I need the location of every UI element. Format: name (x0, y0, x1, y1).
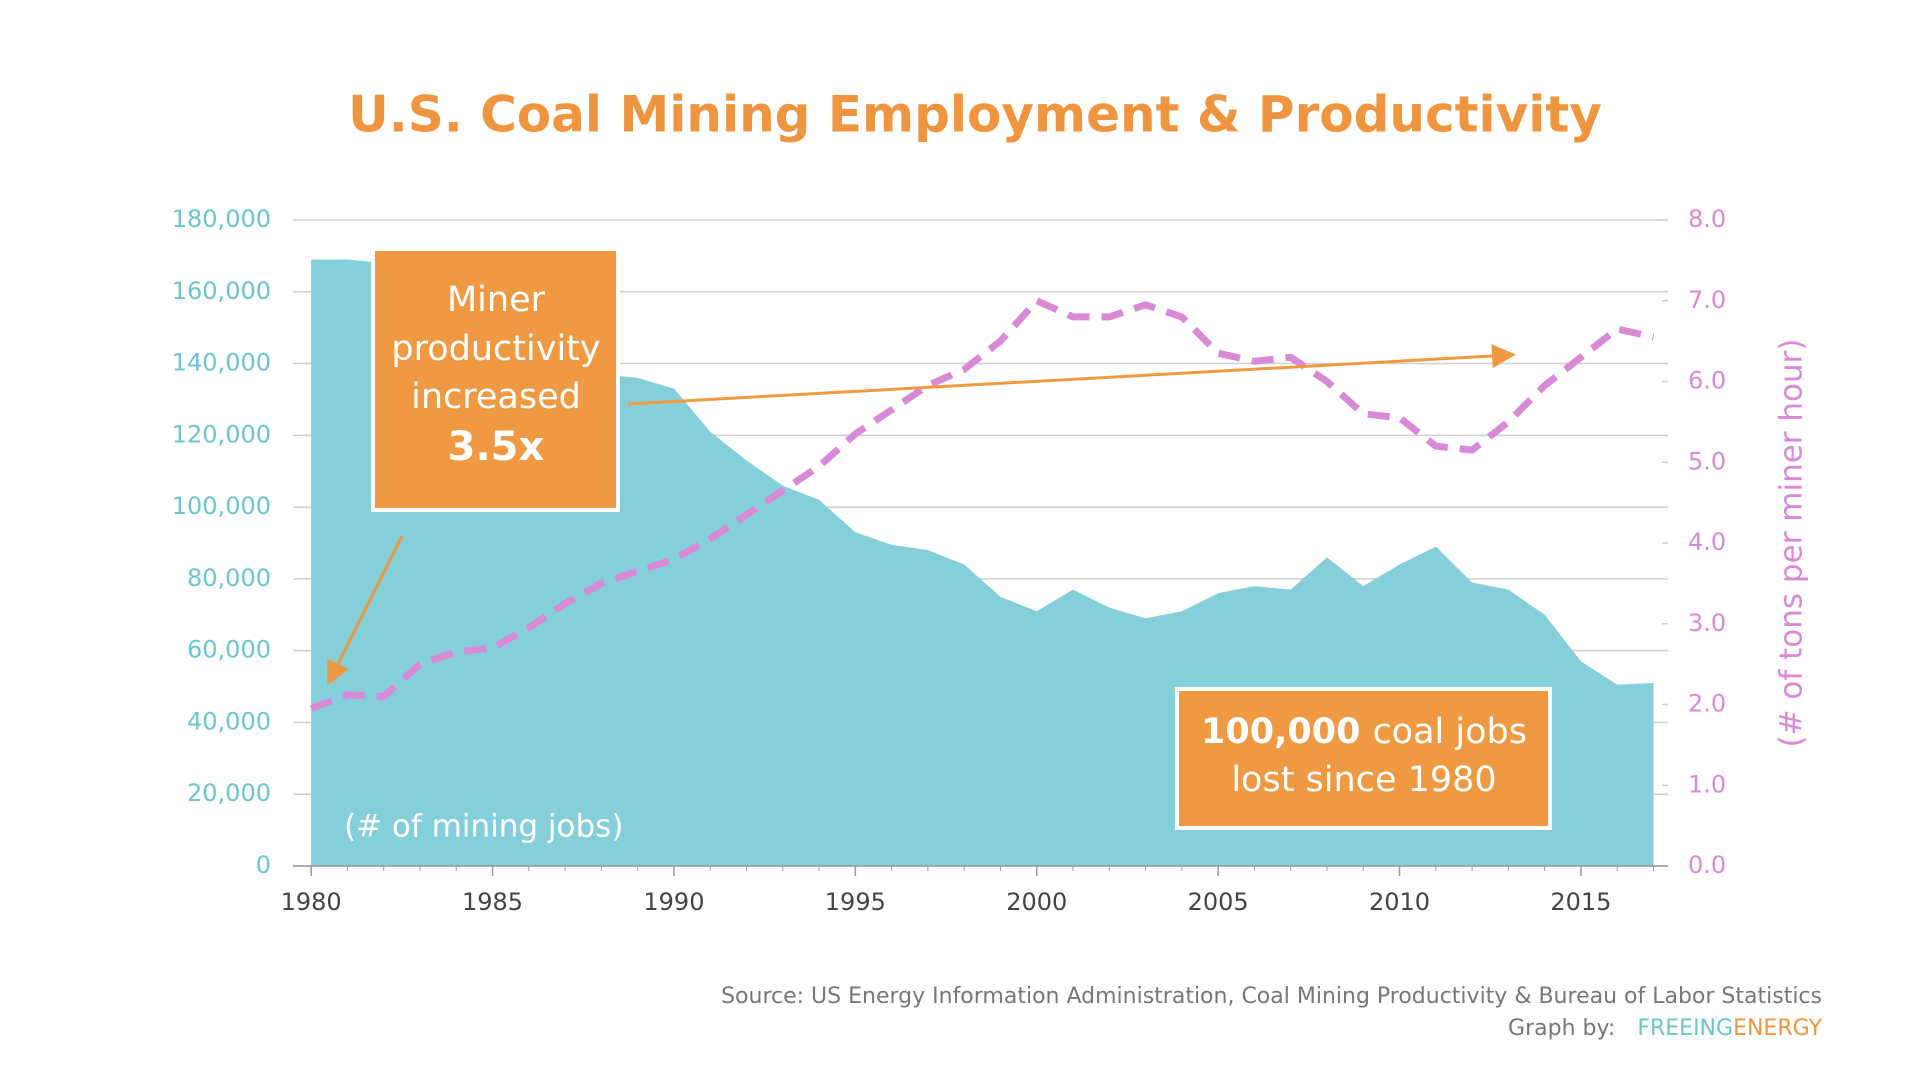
annotation-text: increased (411, 377, 581, 417)
y2-axis-label: (# of tons per miner hour) (1774, 338, 1810, 747)
y-tick-label: 60,000 (187, 636, 271, 664)
y2-tick-label: 7.0 (1688, 286, 1726, 314)
y-tick-label: 20,000 (187, 779, 271, 807)
annotation-emphasis: 100,000 (1201, 712, 1360, 752)
x-tick-label: 1980 (281, 888, 342, 916)
y-tick-label: 180,000 (172, 205, 271, 233)
y2-tick-label: 3.0 (1688, 609, 1726, 637)
credit: Graph by: FREEINGENERGY (1508, 1016, 1823, 1041)
y-tick-label: 140,000 (172, 349, 271, 377)
x-tick-label: 2000 (1006, 888, 1067, 916)
annotation-text: 100,000 coal jobs (1201, 712, 1527, 752)
y-tick-label: 40,000 (187, 707, 271, 735)
annotation-box (371, 247, 620, 512)
brand: FREEING (1637, 1016, 1733, 1041)
y2-tick-label: 8.0 (1688, 205, 1726, 233)
y-tick-label: 100,000 (172, 492, 271, 520)
annotation-emphasis: 3.5x (448, 424, 545, 470)
x-tick-label: 2015 (1550, 888, 1611, 916)
arrow (627, 344, 1516, 406)
y2-tick-label: 0.0 (1688, 851, 1726, 879)
annotation-text: productivity (391, 329, 600, 369)
annotations: Miner productivity increased 3.5x 100,00… (327, 247, 1823, 1041)
brand: ENERGY (1733, 1016, 1822, 1041)
annotation-text: Miner (447, 280, 546, 320)
y2-tick-label: 6.0 (1688, 367, 1726, 395)
arrow (327, 535, 404, 686)
y2-tick-label: 2.0 (1688, 690, 1726, 718)
y2-tick-label: 5.0 (1688, 447, 1726, 475)
y-tick-label: 0 (256, 851, 271, 879)
y-axis-label: (# of mining jobs) (344, 809, 623, 845)
annotation-box (1175, 687, 1552, 830)
x-tick-label: 1985 (462, 888, 523, 916)
source: Source: US Energy Information Administra… (721, 984, 1822, 1009)
x-tick-label: 2005 (1188, 888, 1249, 916)
y2-tick-label: 1.0 (1688, 770, 1726, 798)
x-tick-label: 2010 (1369, 888, 1430, 916)
y2-tick-label: 4.0 (1688, 528, 1726, 556)
chart-title: U.S. Coal Mining Employment & Productivi… (348, 86, 1602, 144)
line (309, 297, 1655, 712)
annotation-text: coal jobs (1372, 712, 1527, 752)
y-tick-label: 120,000 (172, 420, 271, 448)
y-tick-label: 160,000 (172, 277, 271, 305)
credit-prefix: Graph by: (1508, 1016, 1615, 1041)
annotation-text: lost since 1980 (1231, 760, 1496, 800)
x-tick-label: 1995 (825, 888, 886, 916)
y-tick-label: 80,000 (187, 564, 271, 592)
x-tick-label: 1990 (643, 888, 704, 916)
